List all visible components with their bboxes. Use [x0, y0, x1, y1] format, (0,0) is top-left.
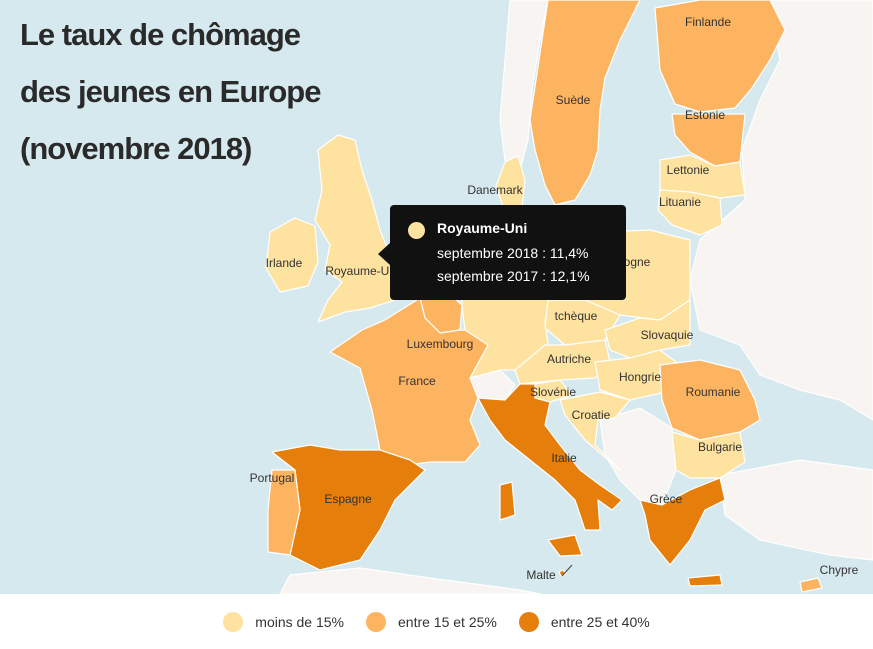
land-turkey [719, 459, 873, 561]
title-line-3: (novembre 2018) [20, 131, 252, 166]
legend: moins de 15% entre 15 et 25% entre 25 et… [0, 594, 873, 649]
legend-item-high[interactable]: entre 25 et 40% [518, 611, 650, 632]
legend-item-low[interactable]: moins de 15% [223, 611, 344, 632]
country-tooltip: Royaume-Uni septembre 2018 : 11,4% septe… [378, 205, 626, 300]
country-lituanie[interactable] [657, 189, 723, 236]
label-roumanie: Roumanie [685, 385, 741, 399]
label-italie: Italie [551, 451, 577, 465]
country-italie-sicile[interactable] [547, 534, 583, 557]
country-royaume-uni[interactable] [314, 134, 399, 323]
label-portugal: Portugal [249, 471, 295, 485]
legend-label-low: moins de 15% [255, 613, 344, 630]
country-italie[interactable] [477, 383, 623, 531]
europe-map: Finlande Suède Estonie Lettonie Lituanie… [0, 0, 873, 594]
label-pologne: ogne [623, 255, 651, 269]
country-malte[interactable] [558, 569, 567, 577]
label-royaume-uni: Royaume-Uni [325, 264, 399, 278]
label-suede: Suède [555, 93, 591, 107]
label-autriche: Autriche [546, 352, 592, 366]
legend-dot-high [518, 611, 539, 632]
tooltip-value-2017: septembre 2017 : 12,1% [437, 268, 590, 284]
page-title: Le taux de chômage des jeunes en Europe … [20, 6, 321, 177]
country-italie-sardaigne[interactable] [499, 481, 516, 521]
land-norway [499, 0, 549, 171]
label-finlande: Finlande [684, 15, 732, 29]
land-balkans [599, 407, 677, 506]
tooltip-value-2018: septembre 2018 : 11,4% [437, 245, 589, 261]
country-irlande[interactable] [265, 217, 319, 293]
country-portugal[interactable] [267, 469, 301, 556]
country-croatie[interactable] [559, 391, 631, 471]
label-slovenie: Slovénie [529, 385, 577, 399]
land-north-africa [279, 567, 541, 594]
label-lituanie: Lituanie [658, 195, 702, 209]
country-chypre[interactable] [799, 577, 823, 593]
country-slovaquie[interactable] [604, 299, 691, 359]
country-grece-crete[interactable] [687, 574, 723, 587]
label-tcheque: tchèque [554, 309, 598, 323]
label-chypre: Chypre [819, 563, 859, 577]
country-suede[interactable] [529, 0, 641, 206]
legend-label-mid: entre 15 et 25% [398, 613, 497, 630]
tooltip-color-dot [408, 222, 425, 239]
label-luxembourg: Luxembourg [406, 337, 474, 351]
legend-item-mid[interactable]: entre 15 et 25% [366, 611, 497, 632]
country-roumanie[interactable] [659, 359, 761, 441]
title-line-1: Le taux de chômage [20, 17, 301, 52]
title-line-2: des jeunes en Europe [20, 74, 321, 109]
legend-label-high: entre 25 et 40% [550, 613, 650, 630]
country-france[interactable] [329, 297, 489, 466]
land-russia-north [689, 0, 873, 421]
country-bulgarie[interactable] [671, 431, 746, 479]
label-hongrie: Hongrie [618, 370, 662, 384]
label-bulgarie: Bulgarie [697, 440, 743, 454]
legend-dot-mid [366, 611, 386, 632]
label-danemark: Danemark [467, 183, 523, 197]
country-grece[interactable] [639, 477, 726, 566]
map-svg [265, 0, 873, 594]
label-espagne: Espagne [324, 492, 372, 506]
label-croatie: Croatie [571, 408, 611, 422]
tooltip-country-name: Royaume-Uni [437, 220, 528, 236]
label-lettonie: Lettonie [666, 163, 710, 177]
label-estonie: Estonie [684, 108, 726, 122]
label-slovaquie: Slovaquie [640, 328, 694, 342]
legend-dot-low [223, 611, 244, 632]
label-malte: Malte [526, 568, 556, 582]
country-finlande[interactable] [654, 0, 786, 113]
malte-pointer [561, 564, 573, 577]
label-irlande: Irlande [265, 256, 303, 270]
label-grece: Grèce [649, 492, 683, 506]
label-france: France [398, 374, 436, 388]
